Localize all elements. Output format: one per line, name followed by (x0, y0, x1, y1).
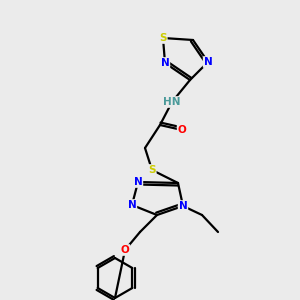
Text: N: N (178, 201, 188, 211)
Text: N: N (128, 200, 136, 210)
Text: S: S (159, 33, 167, 43)
Text: HN: HN (163, 97, 181, 107)
Text: O: O (178, 125, 186, 135)
Text: S: S (148, 165, 156, 175)
Text: N: N (160, 58, 169, 68)
Text: N: N (134, 177, 142, 187)
Text: N: N (204, 57, 212, 67)
Text: O: O (121, 245, 129, 255)
